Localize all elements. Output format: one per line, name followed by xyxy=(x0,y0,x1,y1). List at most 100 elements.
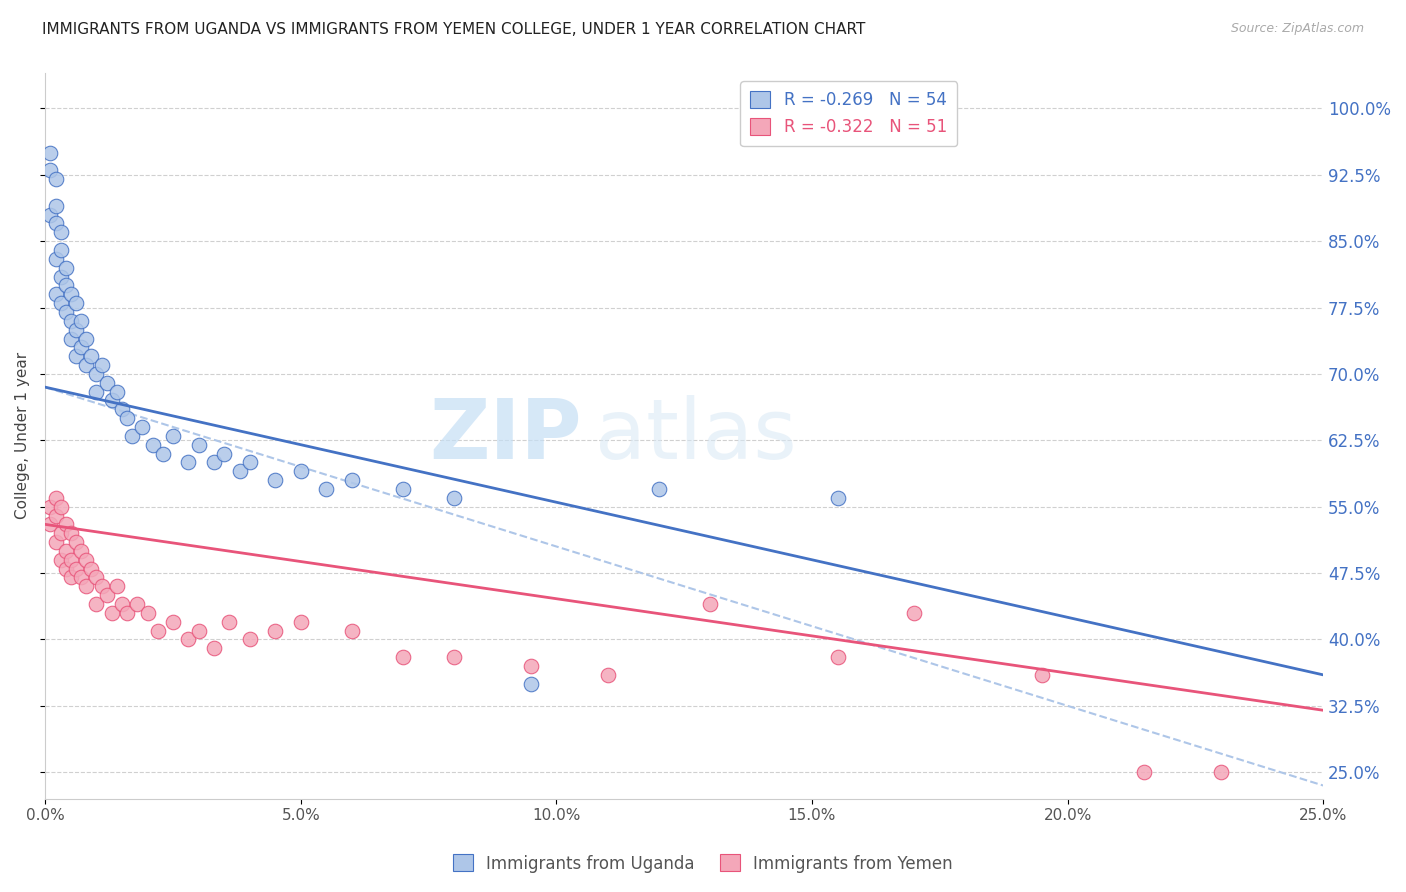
Point xyxy=(202,641,225,656)
Point xyxy=(59,287,82,301)
Point xyxy=(115,411,138,425)
Point xyxy=(699,597,721,611)
Point xyxy=(177,632,200,647)
Point xyxy=(49,243,72,257)
Point xyxy=(1133,765,1156,780)
Point xyxy=(177,455,200,469)
Point xyxy=(264,473,287,487)
Point xyxy=(121,429,143,443)
Point xyxy=(70,544,93,558)
Point xyxy=(152,446,174,460)
Text: Source: ZipAtlas.com: Source: ZipAtlas.com xyxy=(1230,22,1364,36)
Point xyxy=(105,579,128,593)
Point xyxy=(44,217,66,231)
Text: IMMIGRANTS FROM UGANDA VS IMMIGRANTS FROM YEMEN COLLEGE, UNDER 1 YEAR CORRELATIO: IMMIGRANTS FROM UGANDA VS IMMIGRANTS FRO… xyxy=(42,22,866,37)
Point xyxy=(44,172,66,186)
Point xyxy=(1031,668,1053,682)
Point xyxy=(75,579,97,593)
Point xyxy=(111,597,134,611)
Point xyxy=(65,535,87,549)
Point xyxy=(49,225,72,239)
Legend: R = -0.269   N = 54, R = -0.322   N = 51: R = -0.269 N = 54, R = -0.322 N = 51 xyxy=(741,81,957,146)
Point xyxy=(340,473,363,487)
Point xyxy=(39,208,62,222)
Point xyxy=(49,553,72,567)
Point xyxy=(111,402,134,417)
Point xyxy=(100,393,122,408)
Point xyxy=(55,517,77,532)
Point xyxy=(392,482,415,496)
Point xyxy=(49,500,72,514)
Point xyxy=(39,145,62,160)
Point xyxy=(264,624,287,638)
Point xyxy=(443,491,465,505)
Point xyxy=(44,252,66,266)
Text: ZIP: ZIP xyxy=(429,395,582,476)
Point xyxy=(187,624,209,638)
Point xyxy=(75,358,97,372)
Point xyxy=(49,269,72,284)
Point xyxy=(65,323,87,337)
Point xyxy=(647,482,669,496)
Point xyxy=(49,526,72,541)
Point xyxy=(70,314,93,328)
Text: atlas: atlas xyxy=(595,395,797,476)
Point xyxy=(65,296,87,310)
Point xyxy=(142,438,165,452)
Point xyxy=(340,624,363,638)
Legend: Immigrants from Uganda, Immigrants from Yemen: Immigrants from Uganda, Immigrants from … xyxy=(447,847,959,880)
Point xyxy=(59,314,82,328)
Point xyxy=(55,278,77,293)
Point xyxy=(55,305,77,319)
Point xyxy=(59,331,82,345)
Point xyxy=(59,570,82,584)
Point xyxy=(55,561,77,575)
Point xyxy=(86,367,108,381)
Point xyxy=(239,632,262,647)
Point xyxy=(75,331,97,345)
Point xyxy=(228,464,250,478)
Point xyxy=(44,199,66,213)
Point xyxy=(162,429,184,443)
Point xyxy=(90,579,112,593)
Point xyxy=(59,526,82,541)
Point xyxy=(315,482,337,496)
Point xyxy=(827,650,849,665)
Point xyxy=(39,500,62,514)
Point xyxy=(44,535,66,549)
Point xyxy=(218,615,240,629)
Point xyxy=(187,438,209,452)
Point xyxy=(96,588,118,602)
Point xyxy=(520,676,543,690)
Point xyxy=(70,570,93,584)
Point xyxy=(86,384,108,399)
Point xyxy=(162,615,184,629)
Y-axis label: College, Under 1 year: College, Under 1 year xyxy=(15,352,30,519)
Point xyxy=(75,553,97,567)
Point xyxy=(39,517,62,532)
Point xyxy=(44,491,66,505)
Point xyxy=(115,606,138,620)
Point xyxy=(202,455,225,469)
Point xyxy=(44,287,66,301)
Point xyxy=(520,659,543,673)
Point xyxy=(49,296,72,310)
Point xyxy=(1209,765,1232,780)
Point xyxy=(80,561,103,575)
Point xyxy=(70,340,93,354)
Point xyxy=(100,606,122,620)
Point xyxy=(86,570,108,584)
Point xyxy=(290,464,312,478)
Point xyxy=(96,376,118,390)
Point xyxy=(290,615,312,629)
Point xyxy=(39,163,62,178)
Point xyxy=(827,491,849,505)
Point xyxy=(443,650,465,665)
Point xyxy=(86,597,108,611)
Point xyxy=(55,260,77,275)
Point xyxy=(131,420,153,434)
Point xyxy=(146,624,169,638)
Point xyxy=(212,446,235,460)
Point xyxy=(44,508,66,523)
Point xyxy=(65,349,87,363)
